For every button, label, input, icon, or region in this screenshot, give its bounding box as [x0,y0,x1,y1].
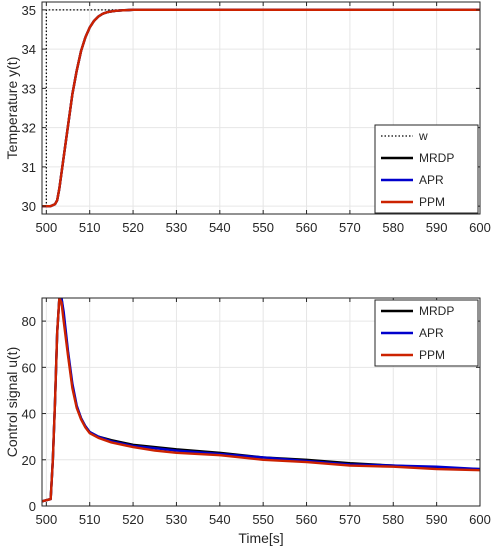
y-axis-title: Control signal u(t) [4,347,20,458]
x-tick-label: 500 [35,220,57,235]
x-tick-label: 540 [209,512,231,527]
x-tick-label: 510 [79,512,101,527]
y-tick-label: 33 [22,81,36,96]
y-tick-label: 34 [22,42,36,57]
y-tick-label: 32 [22,121,36,136]
x-tick-label: 580 [382,220,404,235]
x-tick-label: 570 [339,220,361,235]
series-line-ppm [42,8,480,208]
legend-label-apr: APR [419,326,444,340]
x-tick-label: 600 [469,512,491,527]
y-tick-label: 60 [22,360,36,375]
y-tick-label: 30 [22,199,36,214]
axes-box [41,1,481,215]
legend-box [374,124,479,214]
x-tick-label: 590 [426,512,448,527]
series-lines [42,298,480,503]
y-tick-label: 31 [22,160,36,175]
x-tick-label: 500 [35,512,57,527]
x-tick-label: 530 [166,220,188,235]
temperature-panel: 500 510 520 530 540 550 560 570 580 590 600 30 31 32 3… [4,1,491,235]
x-axis-title: Time[s] [238,530,283,546]
x-tick-label: 510 [79,220,101,235]
x-tick-label: 540 [209,220,231,235]
legend-label-w: w [418,129,428,143]
x-tick-label: 580 [382,512,404,527]
x-tick-label: 550 [252,220,274,235]
legend-label-ppm: PPM [419,348,445,362]
legend-label-mrdp: MRDP [419,304,454,318]
axes-box [41,297,481,507]
series-line-ppm [42,298,480,503]
legend-label-ppm: PPM [419,195,445,209]
x-tick-label: 600 [469,220,491,235]
legend: w MRDP APR PPM [374,124,479,214]
x-tick-label: 520 [122,512,144,527]
x-tick-label: 530 [166,512,188,527]
x-tick-label: 520 [122,220,144,235]
y-axis-title: Temperature y(t) [4,57,20,160]
legend: MRDP APR PPM [374,299,479,367]
legend-label-mrdp: MRDP [419,151,454,165]
y-tick-label: 0 [29,499,36,514]
x-tick-label: 550 [252,512,274,527]
x-tick-label: 560 [296,512,318,527]
y-tick-label: 35 [22,3,36,18]
y-tick-label: 80 [22,314,36,329]
y-tick-label: 40 [22,407,36,422]
x-tick-label: 570 [339,512,361,527]
x-tick-label: 590 [426,220,448,235]
x-tick-label: 560 [296,220,318,235]
control-signal-panel: 500 510 520 530 540 550 560 570 580 590 600 0 20 40 60… [4,297,491,546]
series-lines [42,8,480,208]
y-tick-label: 20 [22,453,36,468]
legend-label-apr: APR [419,173,444,187]
